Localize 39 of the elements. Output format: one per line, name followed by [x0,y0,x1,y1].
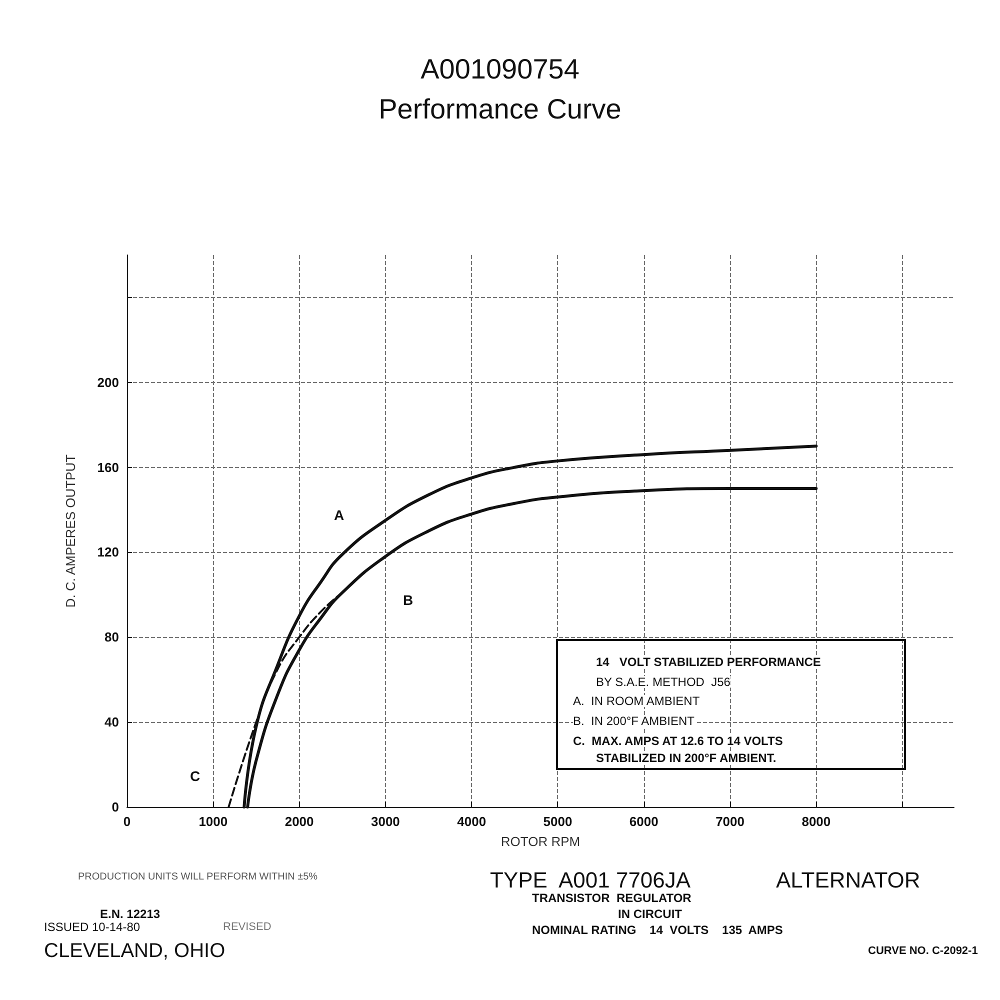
annotation: 14 VOLT STABILIZED PERFORMANCE [596,655,821,669]
x-tick-label: 3000 [370,814,400,829]
annotation: BY S.A.E. METHOD J56 [596,675,731,689]
annotation: C. MAX. AMPS AT 12.6 TO 14 VOLTS [573,734,783,748]
x-tick-label: 7000 [716,814,744,829]
text: ALTERNATOR [776,868,920,892]
chart-subtitle: Performance Curve [378,94,622,124]
text: CLEVELAND, OHIO [44,940,226,962]
x-tick-label: 4000 [457,814,486,829]
x-tick-label: 6000 [629,814,658,829]
chart-title: A001090754 [420,54,580,84]
annotation: A [334,507,344,523]
text: CURVE NO. C-2092-1 [868,945,978,957]
y-axis-title: D. C. AMPERES OUTPUT [63,454,78,608]
y-tick-label: 120 [97,544,119,560]
text: REVISED [223,921,272,933]
x-tick-label: 8000 [802,814,831,829]
text: NOMINAL RATING 14 VOLTS 135 AMPS [532,923,783,937]
text: TYPE A001 7706JA [490,868,691,892]
x-tick-label: 1000 [198,814,228,829]
y-tick-label: 160 [97,460,119,475]
text: PRODUCTION UNITS WILL PERFORM WITHIN ±5% [78,872,318,882]
x-tick-label: 0 [123,814,131,829]
annotation: B. IN 200°F AMBIENT [573,714,696,728]
y-tick-label: 40 [104,714,119,730]
text: IN CIRCUIT [618,907,683,921]
x-axis-title: ROTOR RPM [500,834,580,849]
text: ISSUED 10-14-80 [44,920,140,934]
x-tick-label: 2000 [284,814,314,829]
text: E.N. 12213 [100,907,160,921]
annotation: C [190,768,200,784]
y-tick-label: 200 [97,374,119,390]
annotation: STABILIZED IN 200°F AMBIENT. [596,751,776,765]
y-tick-label: 80 [104,630,119,645]
y-tick-label: 0 [112,800,119,814]
annotation: B [403,592,414,608]
x-tick-label: 5000 [543,814,572,829]
annotation: A. IN ROOM AMBIENT [573,694,700,708]
text: TRANSISTOR REGULATOR [532,891,692,905]
